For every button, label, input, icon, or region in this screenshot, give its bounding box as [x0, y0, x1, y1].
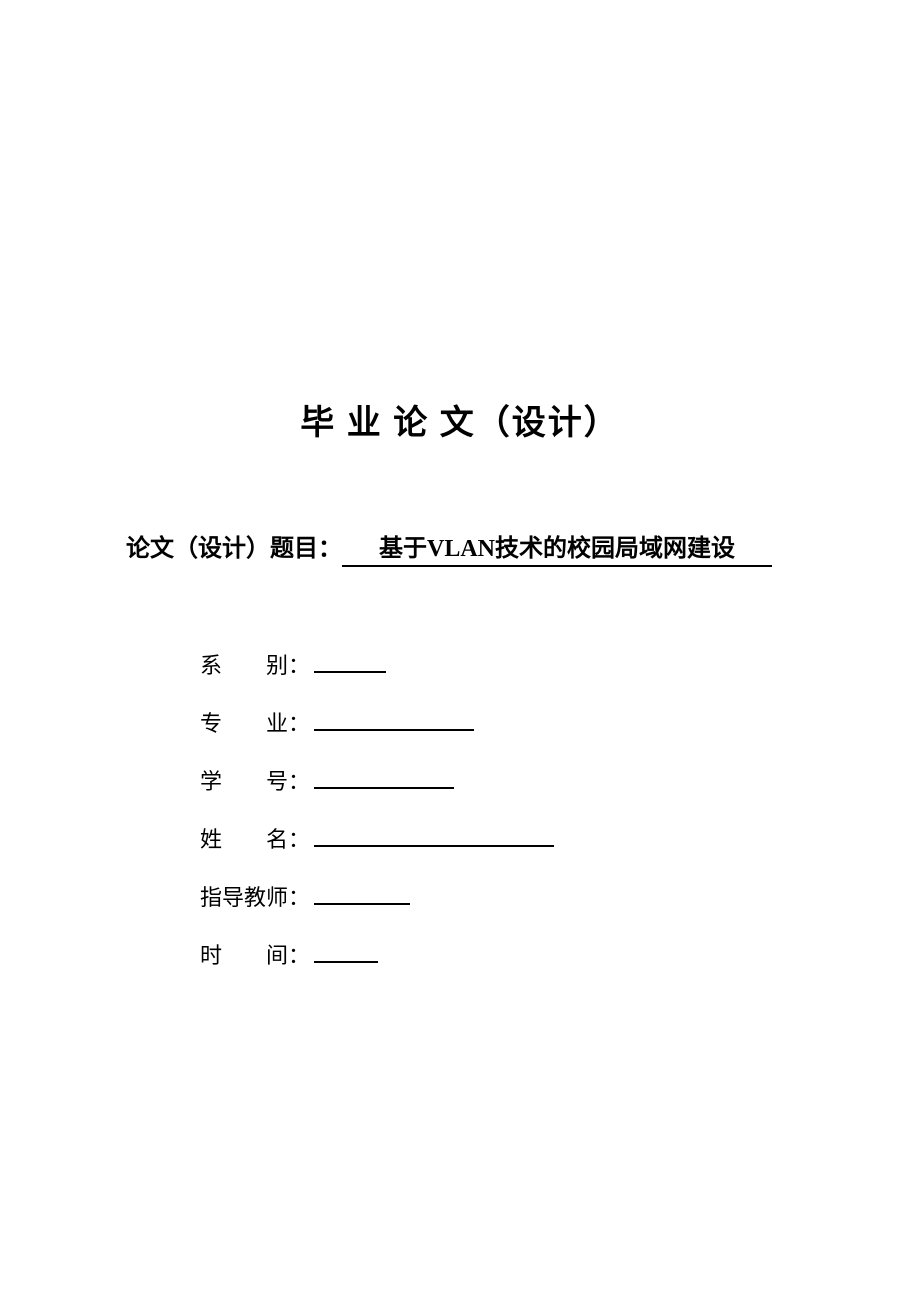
- field-row-department: 系 别：: [200, 648, 554, 680]
- field-label-date: 时 间：: [200, 938, 310, 970]
- field-underline-student-id: [314, 767, 454, 789]
- main-title: 毕 业 论 文（设计）: [0, 395, 920, 444]
- field-underline-major: [314, 709, 474, 731]
- fields-container: 系 别： 专 业： 学 号： 姓 名： 指导教师： 时 间：: [200, 648, 554, 996]
- field-label-advisor: 指导教师：: [200, 880, 310, 912]
- field-row-date: 时 间：: [200, 938, 554, 970]
- field-label-major: 专 业：: [200, 706, 310, 738]
- topic-value: 基于VLAN技术的校园局域网建设: [342, 528, 772, 567]
- field-label-name: 姓 名：: [200, 822, 310, 854]
- field-label-student-id: 学 号：: [200, 764, 310, 796]
- field-row-name: 姓 名：: [200, 822, 554, 854]
- field-label-department: 系 别：: [200, 648, 310, 680]
- topic-row: 论文（设计）题目： 基于VLAN技术的校园局域网建设: [126, 528, 772, 567]
- field-row-advisor: 指导教师：: [200, 880, 554, 912]
- field-underline-advisor: [314, 883, 410, 905]
- field-underline-date: [314, 941, 378, 963]
- field-underline-name: [314, 825, 554, 847]
- topic-label: 论文（设计）题目：: [126, 528, 342, 563]
- field-row-student-id: 学 号：: [200, 764, 554, 796]
- field-row-major: 专 业：: [200, 706, 554, 738]
- field-underline-department: [314, 651, 386, 673]
